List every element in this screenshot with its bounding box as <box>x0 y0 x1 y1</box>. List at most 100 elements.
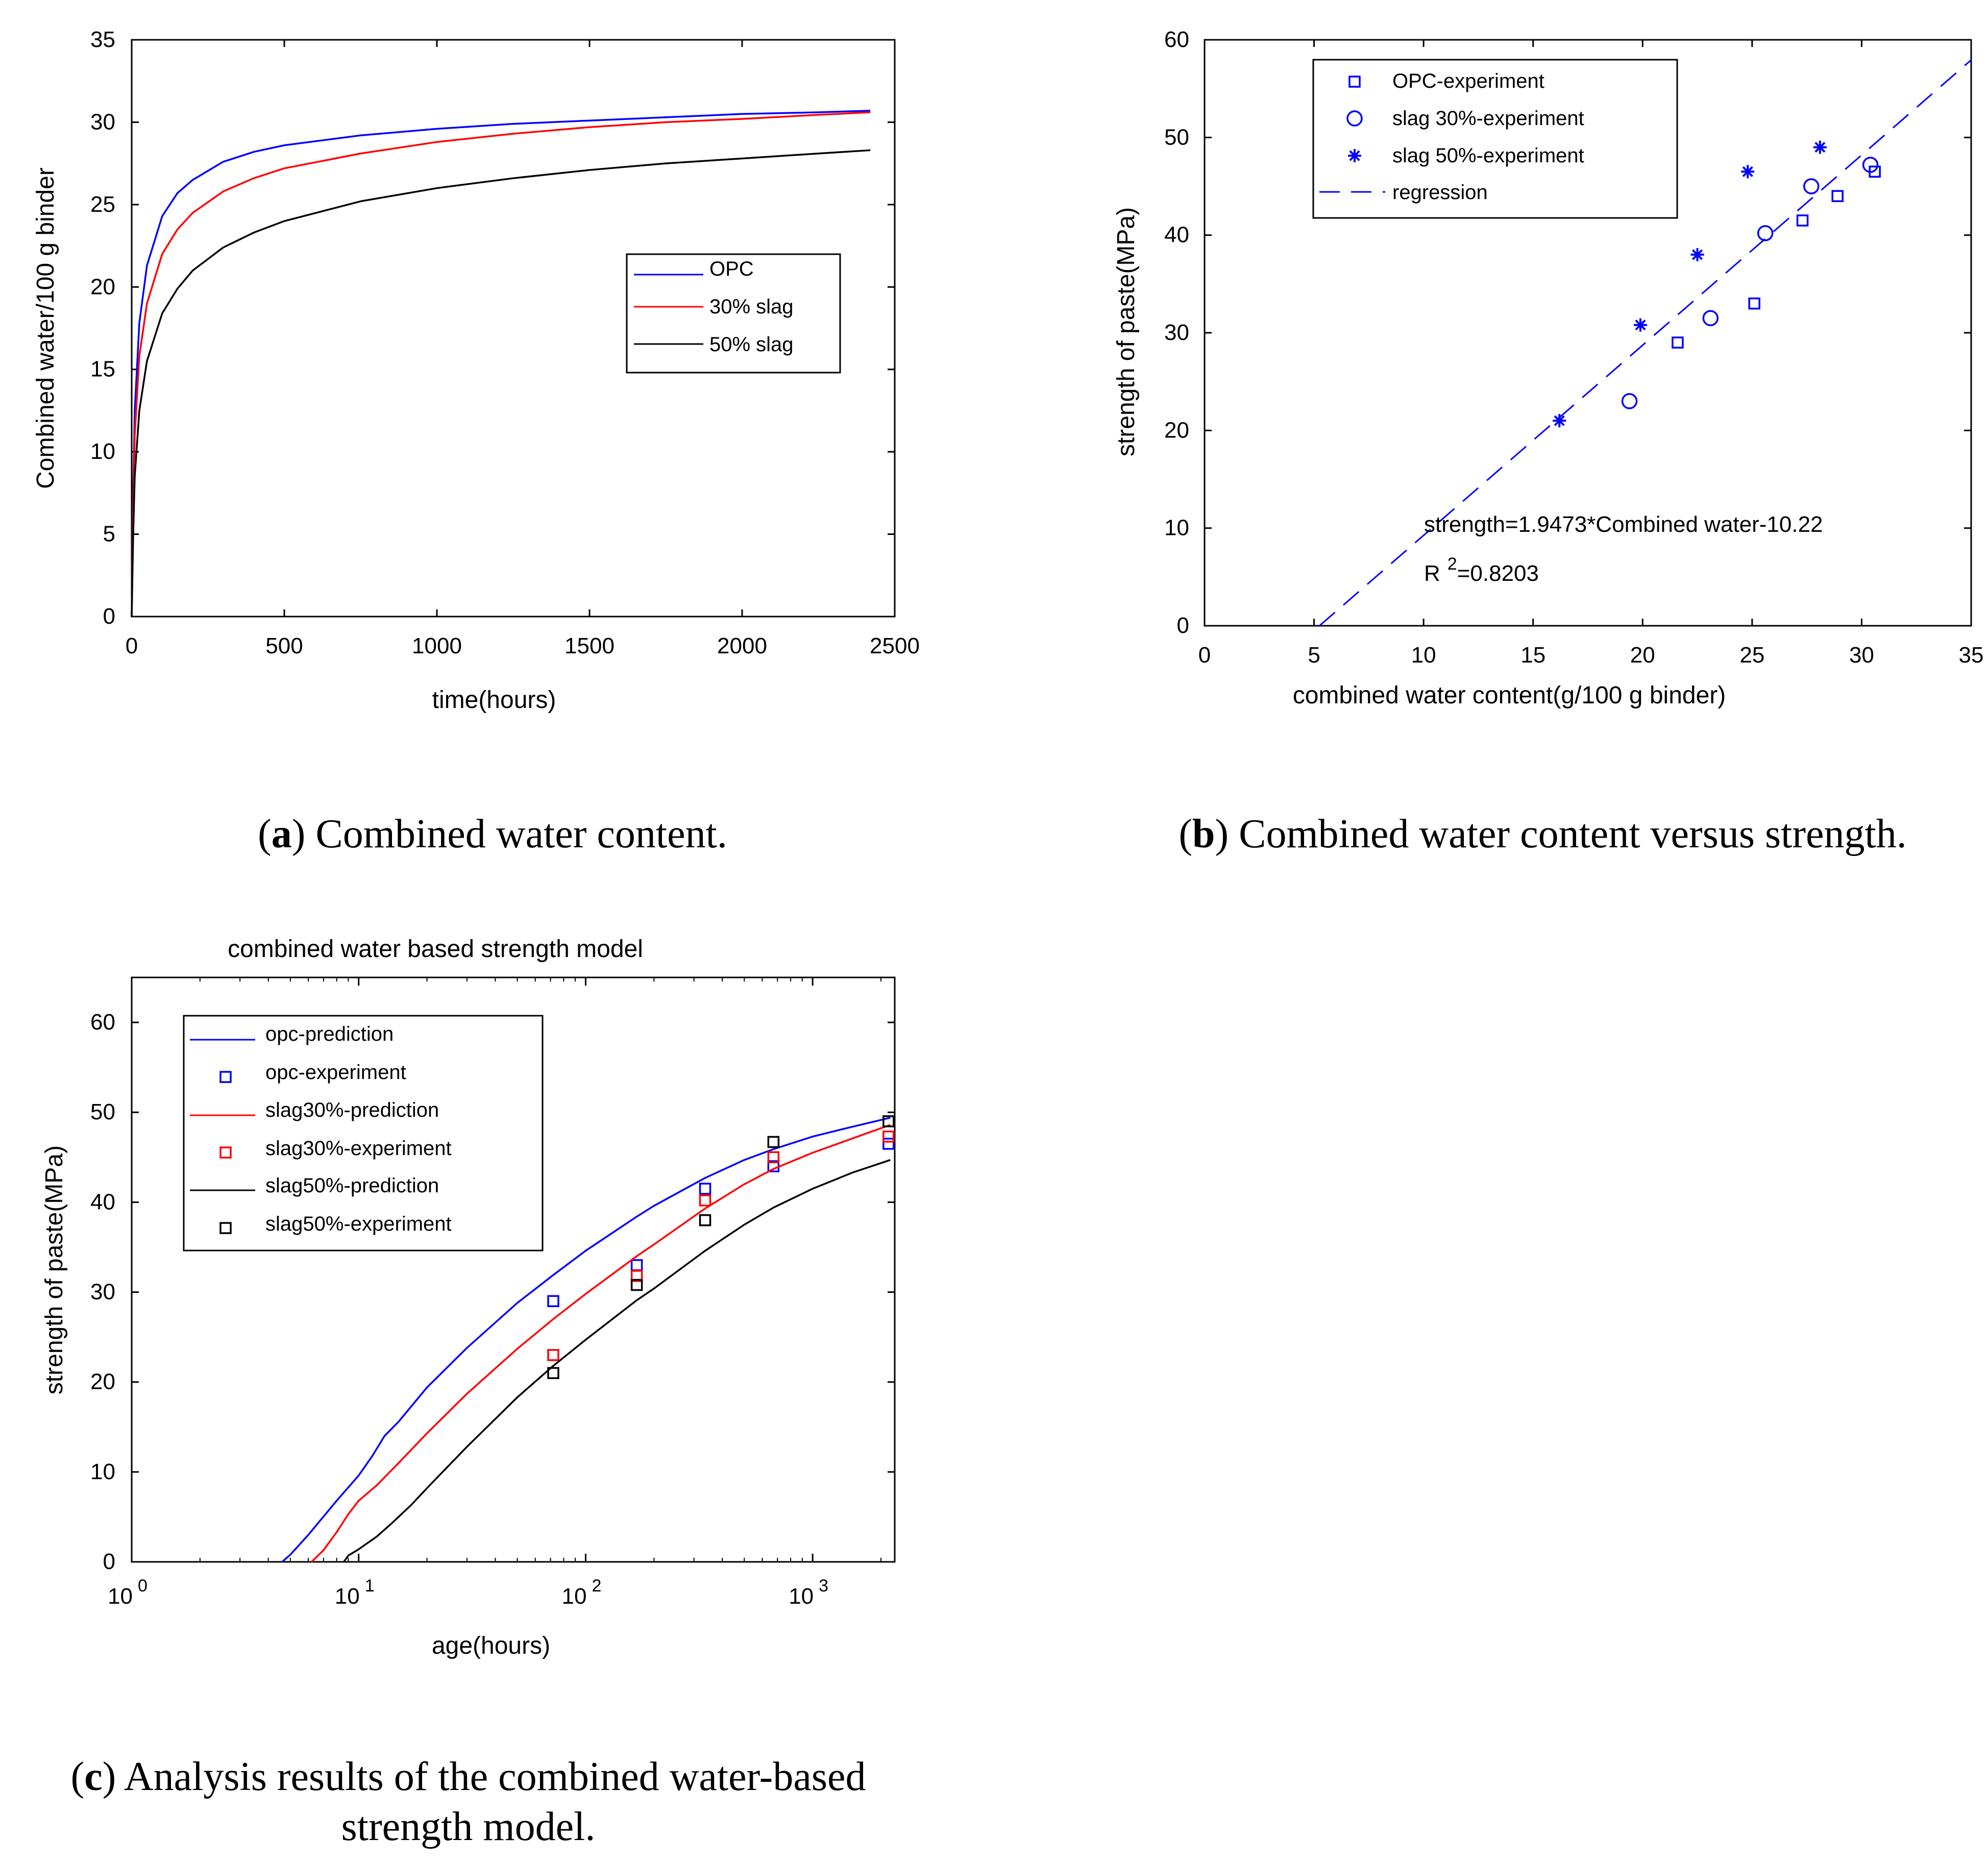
y-tick-label: 30 <box>90 1280 115 1305</box>
caption-c-text-line1: Analysis results of the combined water-b… <box>124 1754 866 1799</box>
panel-a-ticks: 0 500 1000 1500 2000 2500 0 5 10 15 20 25 30 35 <box>90 27 920 658</box>
legend-label-slag30-experiment: slag 30%-experiment <box>1392 107 1584 130</box>
y-tick-label: 50 <box>1164 125 1189 150</box>
panel-a-xlabel: time(hours) <box>432 687 556 714</box>
legend-label-opc: OPC <box>709 258 754 280</box>
x-tick-label: 30 <box>1849 643 1874 668</box>
series-line-slag30-prediction <box>311 1124 891 1563</box>
point-slag30-experiment <box>699 1194 711 1207</box>
r2-value: =0.8203 <box>1457 561 1539 586</box>
x-tick-label: 10 1 <box>335 1576 375 1609</box>
legend-marker-slag50-experiment <box>219 1222 232 1234</box>
y-tick-label: 50 <box>90 1099 115 1124</box>
regression-line <box>1319 59 1972 627</box>
point-slag30-experiment <box>1757 225 1774 241</box>
r2-prefix: R <box>1424 561 1440 586</box>
x-tick-label: 500 <box>265 633 303 658</box>
x-tick-label: 35 <box>1959 643 1984 668</box>
panel-a-ylabel: Combined water/100 g binder <box>32 167 59 489</box>
x-tick-label: 0 <box>126 633 138 658</box>
panel-a-series <box>131 110 871 617</box>
legend-marker-opc-experiment <box>1348 76 1361 88</box>
x-tick-base: 10 <box>789 1584 814 1609</box>
panel-b-legend-box <box>1312 59 1678 219</box>
x-tick-label: 15 <box>1520 643 1545 668</box>
legend-marker-slag30-experiment <box>1346 110 1363 127</box>
panel-b-series <box>1319 59 1972 627</box>
panel-b-ylabel: strength of paste(MPa) <box>1113 207 1140 456</box>
y-tick-label: 40 <box>1164 223 1189 248</box>
y-tick-label: 20 <box>1164 418 1189 443</box>
x-tick-exponent: 3 <box>819 1576 828 1596</box>
point-opc-experiment <box>630 1259 643 1271</box>
y-tick-label: 30 <box>1164 320 1189 345</box>
legend-marker-slag50-experiment <box>1348 149 1361 162</box>
y-tick-label: 30 <box>90 109 115 134</box>
point-opc-experiment <box>1831 190 1844 202</box>
legend-label-opc-experiment: OPC-experiment <box>1392 70 1544 92</box>
point-slag50-experiment <box>1553 414 1566 428</box>
panel-b-r-squared: R 2=0.8203 <box>1424 554 1539 586</box>
legend-label-30-slag: 30% slag <box>709 296 794 318</box>
point-opc-experiment <box>699 1183 711 1195</box>
y-tick-label: 10 <box>90 439 115 464</box>
panel-a-axes-box <box>131 39 896 618</box>
series-line-50-slag <box>131 149 871 617</box>
x-tick-label: 2000 <box>717 633 767 658</box>
point-slag50-experiment <box>547 1367 559 1379</box>
point-opc-experiment <box>1796 214 1809 227</box>
x-tick-label: 0 <box>1198 643 1211 668</box>
y-tick-label: 0 <box>103 604 115 629</box>
caption-a-text: Combined water content. <box>315 812 727 856</box>
point-slag50-experiment <box>630 1279 643 1291</box>
legend-label-slag50-experiment: slag 50%-experiment <box>1392 144 1584 167</box>
x-tick-exponent: 0 <box>138 1576 148 1596</box>
point-slag30-experiment <box>1803 178 1820 194</box>
legend-label-50-slag: 50% slag <box>709 333 794 356</box>
x-tick-label: 1000 <box>412 633 462 658</box>
panel-c-strength-model-chart: combined water based strength model 10 0 1… <box>41 936 896 1659</box>
point-slag50-experiment <box>1633 318 1647 332</box>
x-tick-base: 10 <box>561 1584 586 1609</box>
y-tick-label: 20 <box>90 274 115 299</box>
panel-b-legend: OPC-experiment slag 30%-experiment slag … <box>1312 59 1678 219</box>
caption-a: (a) Combined water content. <box>258 812 727 856</box>
panel-b-equation: strength=1.9473*Combined water-10.22 <box>1424 512 1823 537</box>
point-opc-experiment <box>1672 336 1684 349</box>
x-tick-exponent: 2 <box>592 1576 601 1596</box>
legend-marker-opc-experiment <box>219 1071 232 1083</box>
legend-star-glyph <box>1348 149 1361 162</box>
point-opc-experiment <box>1748 297 1760 310</box>
point-slag50-experiment-stroke <box>1554 415 1565 426</box>
caption-b-label: b <box>1192 812 1215 856</box>
y-tick-label: 60 <box>90 1010 115 1035</box>
legend-label-slag50-experiment: slag50%-experiment <box>265 1213 452 1235</box>
caption-c: (c) Analysis results of the combined wat… <box>70 1754 866 1849</box>
y-tick-label: 0 <box>1177 613 1189 638</box>
caption-b: (b) Combined water content versus streng… <box>1179 812 1907 856</box>
series-line-30-slag <box>131 111 871 617</box>
x-tick-label: 5 <box>1308 643 1320 668</box>
legend-label-slag50-prediction: slag50%-prediction <box>265 1174 439 1197</box>
legend-star-glyph-stroke <box>1349 150 1360 161</box>
x-tick-base: 10 <box>108 1584 133 1609</box>
panel-c-legend-box <box>183 1015 544 1252</box>
y-tick-label: 25 <box>90 192 115 217</box>
point-slag30-experiment <box>882 1131 895 1143</box>
x-tick-base: 10 <box>335 1584 360 1609</box>
panel-c-series <box>281 1115 895 1563</box>
panel-c-xlabel: age(hours) <box>432 1632 550 1659</box>
point-slag30-experiment <box>1862 157 1879 173</box>
point-slag30-experiment <box>1702 310 1719 327</box>
point-slag50-experiment <box>767 1136 780 1148</box>
point-slag30-experiment <box>767 1151 780 1164</box>
y-tick-label: 60 <box>1164 27 1189 52</box>
legend-label-slag30-experiment: slag30%-experiment <box>265 1137 452 1160</box>
y-tick-label: 40 <box>90 1189 115 1214</box>
point-slag50-experiment <box>1813 140 1827 154</box>
y-tick-label: 35 <box>90 27 115 52</box>
x-tick-label: 20 <box>1630 643 1655 668</box>
x-tick-label: 10 2 <box>561 1576 601 1609</box>
